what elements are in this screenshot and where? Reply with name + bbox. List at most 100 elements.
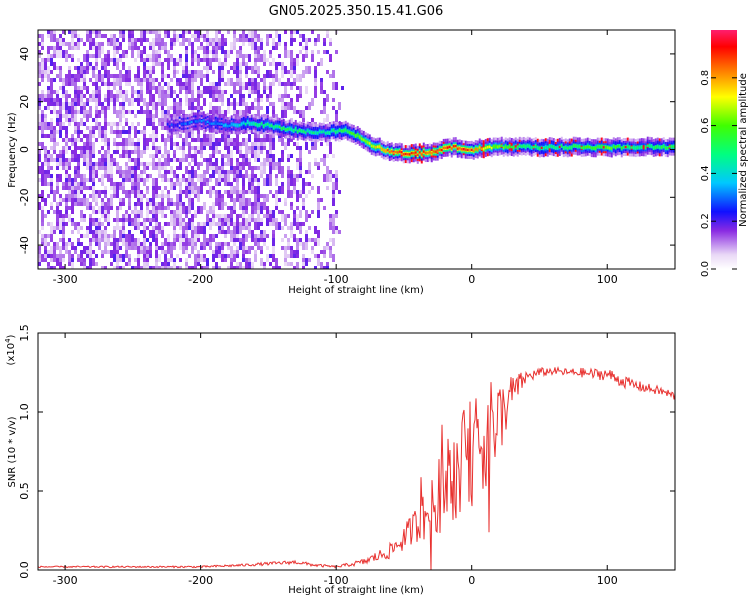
spectrogram-cell: [68, 194, 71, 202]
spectrogram-cell: [164, 154, 167, 158]
spectral-ridge-cell: [370, 144, 373, 148]
spectrogram-cell: [89, 150, 92, 154]
spectrogram-cell: [149, 90, 152, 94]
spectrogram-cell: [332, 198, 335, 206]
spectrogram-cell: [47, 34, 50, 38]
spectrogram-cell: [101, 234, 104, 238]
spectrogram-cell: [128, 166, 131, 174]
spectral-ridge-cell: [482, 148, 485, 151]
spectrogram-cell: [317, 50, 320, 54]
spectrogram-cell: [239, 110, 242, 118]
spectral-ridge-cell: [216, 122, 219, 125]
spectrogram-cell: [134, 206, 137, 210]
spectrogram-cell: [125, 54, 128, 58]
spectral-ridge-cell: [444, 146, 447, 149]
spectrogram-cell: [113, 130, 116, 134]
spectrogram-cell: [269, 74, 272, 78]
spectrogram-cell: [146, 82, 149, 86]
spectrogram-cell: [206, 58, 209, 62]
spectrogram-cell: [74, 182, 77, 186]
spectral-ridge-cell: [656, 145, 659, 148]
spectrogram-cell: [89, 262, 92, 269]
spectrogram-cell: [41, 46, 44, 50]
spectrogram-cell: [230, 150, 233, 158]
spectrogram-cell: [212, 206, 215, 210]
spectrogram-cell: [50, 258, 53, 262]
spectral-ridge-cell: [456, 147, 459, 150]
spectrogram-cell: [245, 66, 248, 74]
spectrogram-cell: [74, 34, 77, 38]
spectrogram-cell: [140, 86, 143, 90]
spectrogram-cell: [65, 126, 68, 134]
spectrogram-cell: [59, 34, 62, 38]
spectrogram-cell: [95, 242, 98, 246]
spectrogram-cell: [257, 38, 260, 42]
spectrogram-cell: [323, 98, 326, 106]
spectrogram-cell: [203, 234, 206, 238]
spectrogram-cell: [71, 254, 74, 258]
spectrogram-cell: [326, 94, 329, 102]
spectrogram-cell: [143, 66, 146, 70]
spectrogram-cell: [56, 202, 59, 206]
spectrogram-cell: [254, 242, 257, 246]
spectral-ridge-cell: [662, 144, 665, 148]
spectrogram-x-tick-label: -100: [324, 273, 349, 286]
spectrogram-cell: [335, 82, 338, 90]
spectrogram-cell: [221, 46, 224, 54]
spectrogram-cell: [173, 142, 176, 146]
spectrogram-cell: [122, 190, 125, 194]
spectrogram-cell: [134, 226, 137, 230]
spectrogram-cell: [152, 234, 155, 242]
spectrogram-cell: [245, 198, 248, 206]
spectrogram-cell: [122, 202, 125, 206]
spectrogram-cell: [215, 162, 218, 166]
spectrogram-cell: [56, 206, 59, 210]
spectrogram-cell: [50, 102, 53, 106]
spectrogram-cell: [176, 82, 179, 86]
spectrogram-cell: [125, 170, 128, 174]
spectrogram-cell: [200, 174, 203, 178]
spectrogram-cell: [92, 230, 95, 234]
spectrogram-cell: [89, 186, 92, 190]
spectrogram-cell: [311, 186, 314, 190]
spectrogram-cell: [227, 98, 230, 102]
spectrogram-cell: [296, 110, 299, 114]
spectrogram-cell: [53, 90, 56, 94]
spectrogram-cell: [185, 94, 188, 102]
spectrogram-cell: [215, 106, 218, 110]
spectrogram-cell: [92, 54, 95, 58]
spectrogram-cell: [104, 58, 107, 62]
spectrogram-cell: [167, 162, 170, 166]
spectrogram-cell: [47, 86, 50, 90]
spectral-ridge-cell: [218, 122, 221, 126]
snr-y-label: SNR (10 * v/v): [7, 416, 18, 487]
spectrogram-cell: [125, 218, 128, 222]
spectrogram-cell: [326, 154, 329, 158]
spectrogram-cell: [86, 110, 89, 114]
spectrogram-cell: [209, 246, 212, 250]
spectral-ridge-cell: [496, 145, 499, 149]
spectrogram-cell: [110, 250, 113, 258]
spectrogram-cell: [200, 206, 203, 214]
spectrogram-cell: [134, 242, 137, 246]
spectrogram-cell: [92, 198, 95, 202]
spectrogram-cell: [191, 102, 194, 110]
spectrogram-cell: [296, 162, 299, 170]
spectrogram-cell: [131, 222, 134, 226]
spectrogram-cell: [326, 262, 329, 266]
spectrogram-cell: [98, 90, 101, 94]
spectrogram-cell: [179, 266, 182, 269]
spectrogram-cell: [53, 62, 56, 70]
spectral-ridge-cell: [548, 144, 551, 148]
spectrogram-cell: [110, 58, 113, 62]
spectrogram-cell: [131, 122, 134, 130]
spectrogram-cell: [260, 258, 263, 266]
spectrogram-cell: [218, 254, 221, 258]
spectrogram-cell: [197, 150, 200, 154]
spectrogram-cell: [77, 238, 80, 242]
spectrogram-cell: [215, 202, 218, 206]
spectrogram-cell: [194, 182, 197, 190]
spectrogram-cell: [287, 102, 290, 106]
spectrogram-cell: [296, 238, 299, 242]
spectrogram-cell: [149, 114, 152, 118]
